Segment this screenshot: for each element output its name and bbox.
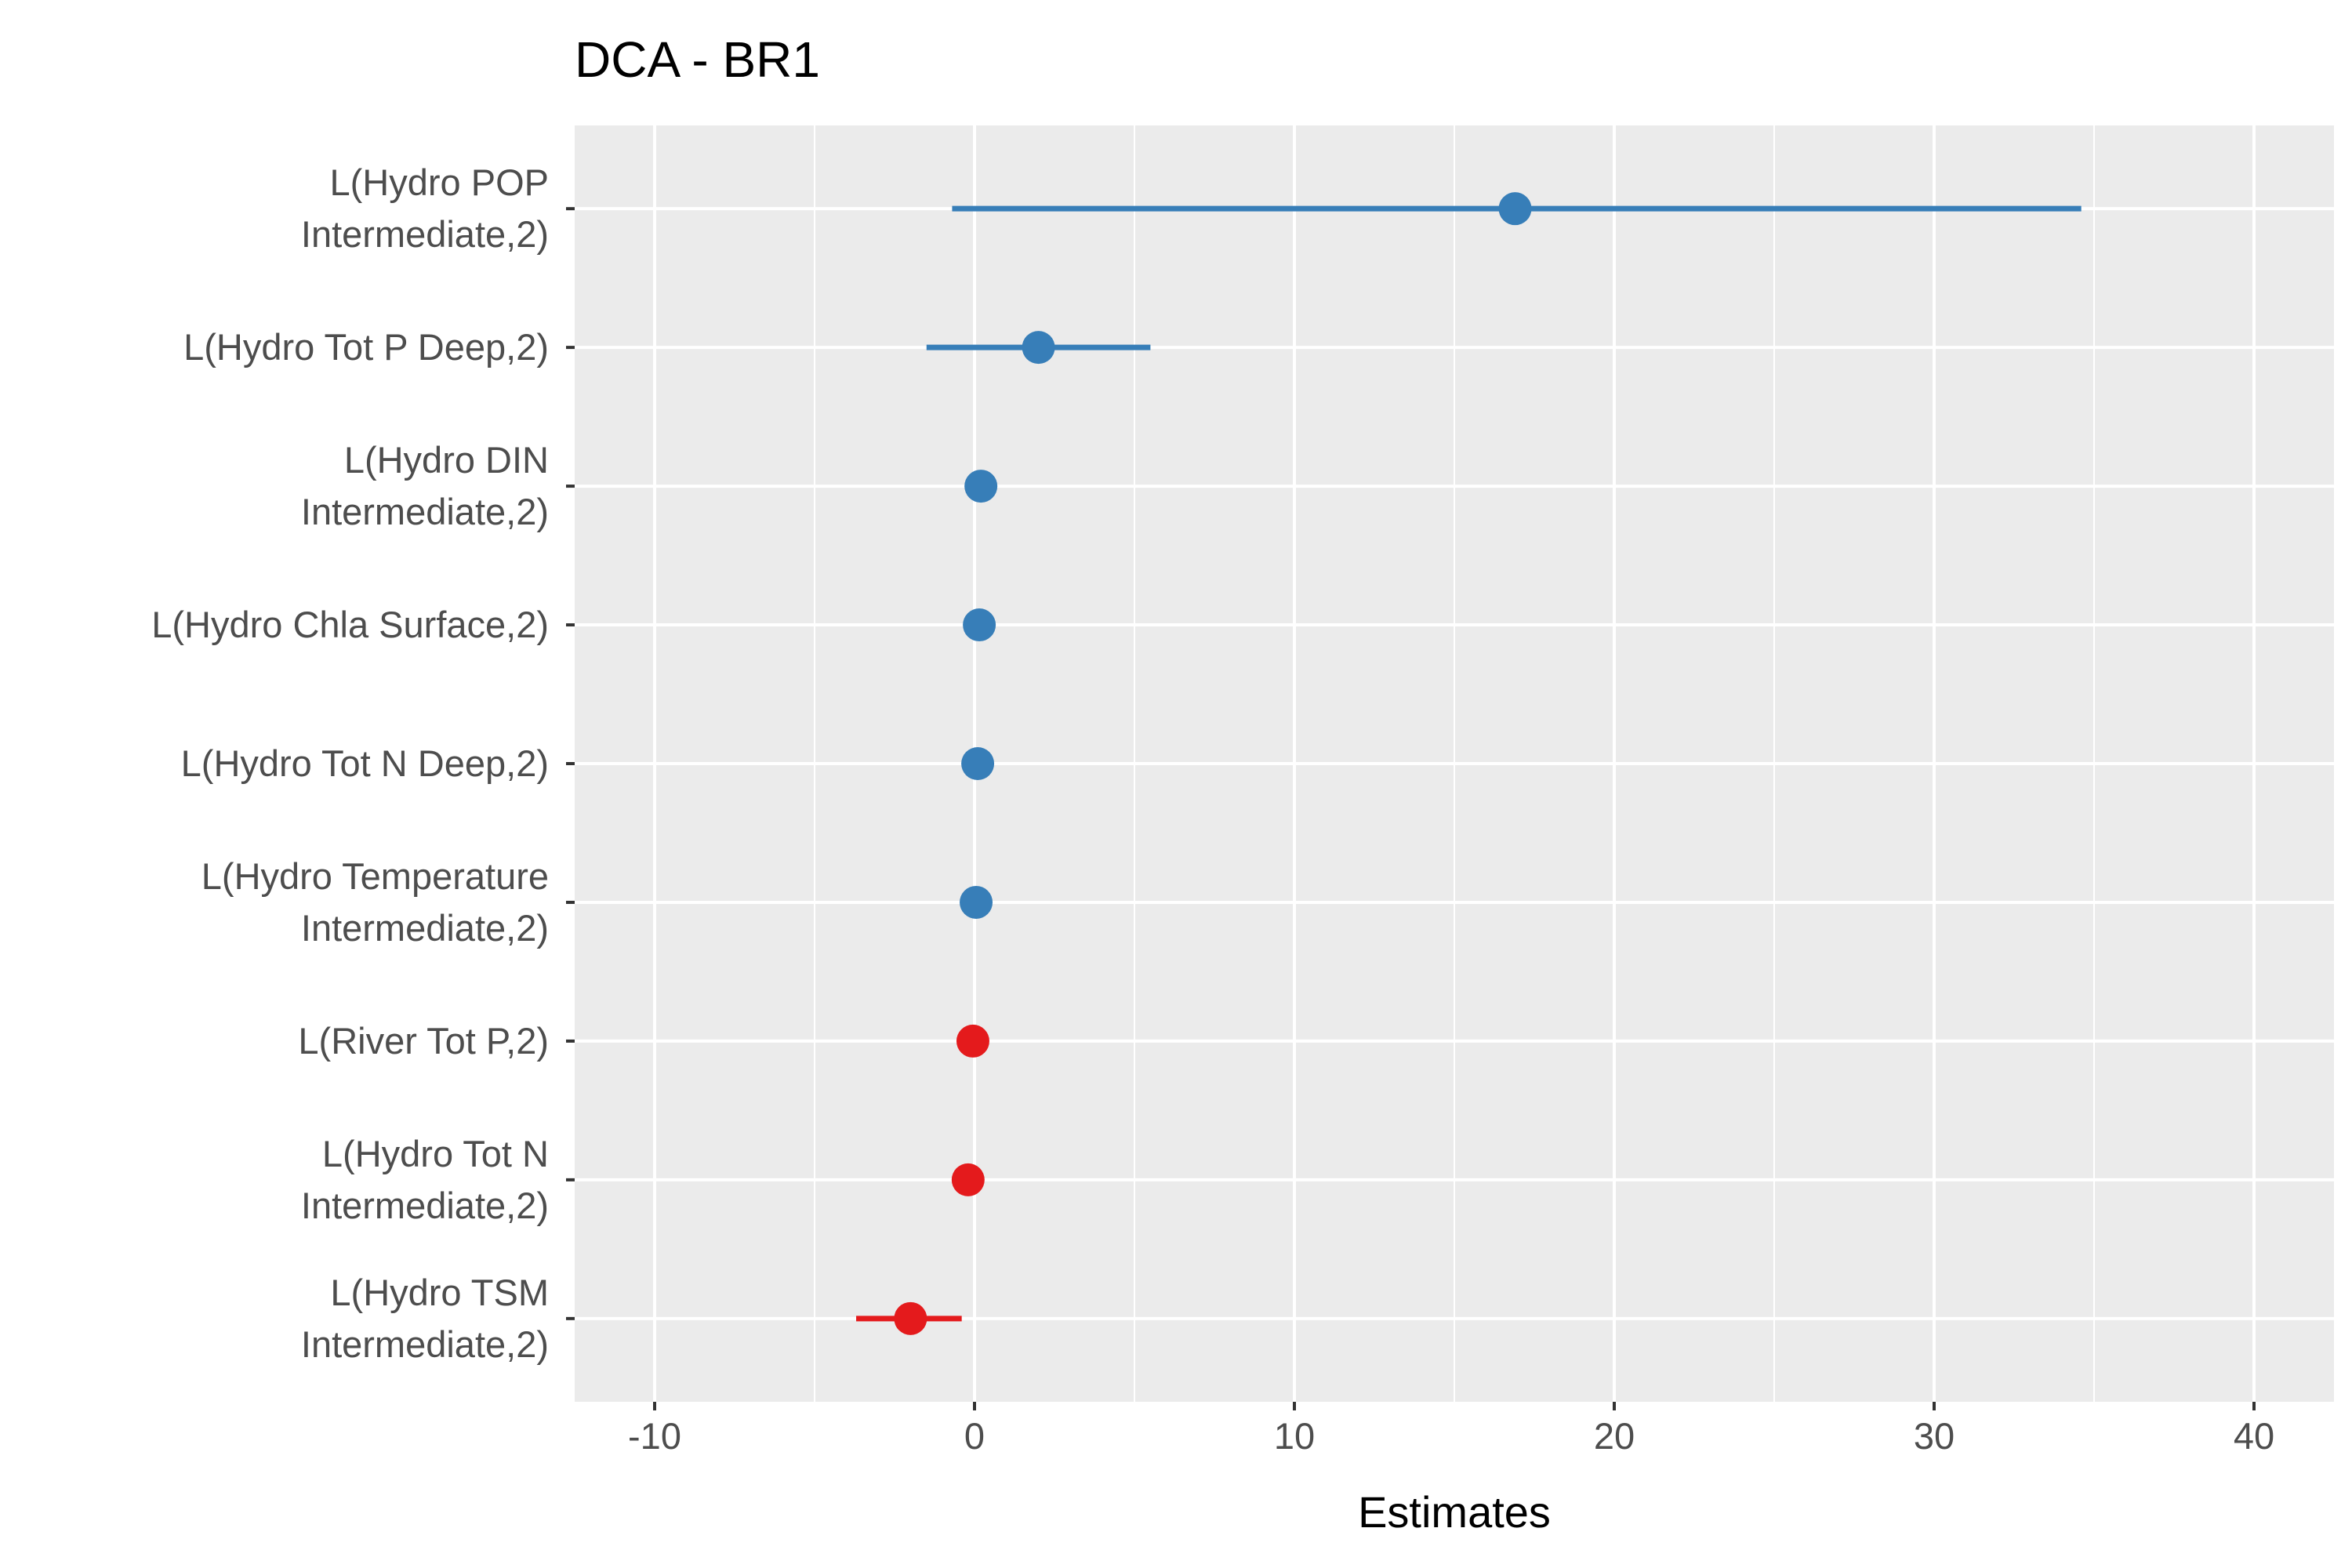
x-axis-title: Estimates [1358,1487,1551,1537]
major-gridlines [575,125,2334,1402]
chart-title: DCA - BR1 [575,31,820,88]
y-category-label: L(Hydro Tot N Deep,2) [181,742,549,784]
estimate-point [1022,331,1055,365]
x-tick-label: 0 [964,1415,985,1457]
y-category-label: Intermediate,2) [301,907,549,949]
estimate-point [1498,192,1532,226]
y-axis: L(Hydro POP Intermediate,2) L(Hydro Tot P … [151,162,575,1365]
y-category-label: L(Hydro Chla Surface,2) [151,604,549,645]
x-tick-label: 10 [1274,1415,1315,1457]
x-tick-label: 20 [1594,1415,1635,1457]
y-category-label: L(Hydro POP [330,162,549,203]
estimate-point [894,1301,927,1335]
estimate-point [963,608,996,642]
estimate-point [960,885,993,919]
x-tick-label: 30 [1914,1415,1955,1457]
y-category-label: L(Hydro Tot P Deep,2) [183,326,549,368]
x-tick-label: -10 [628,1415,681,1457]
x-tick-label: 40 [2234,1415,2274,1457]
y-category-label: Intermediate,2) [301,213,549,255]
y-category-label: Intermediate,2) [301,1185,549,1226]
y-category-label: L(Hydro TSM [330,1272,549,1313]
y-category-label: Intermediate,2) [301,1323,549,1365]
y-category-label: L(River Tot P,2) [298,1020,549,1062]
estimate-points [894,192,1532,1335]
y-category-label: L(Hydro Tot N [322,1133,549,1174]
estimate-point [964,470,998,503]
y-category-label: L(Hydro DIN [344,439,549,481]
x-axis: -10 0 10 20 30 40 [628,1402,2274,1457]
estimate-point [951,1163,985,1196]
y-category-label: Intermediate,2) [301,491,549,532]
estimate-point [961,747,995,780]
y-category-label: L(Hydro Temperature [201,855,549,897]
estimate-point [956,1024,989,1058]
